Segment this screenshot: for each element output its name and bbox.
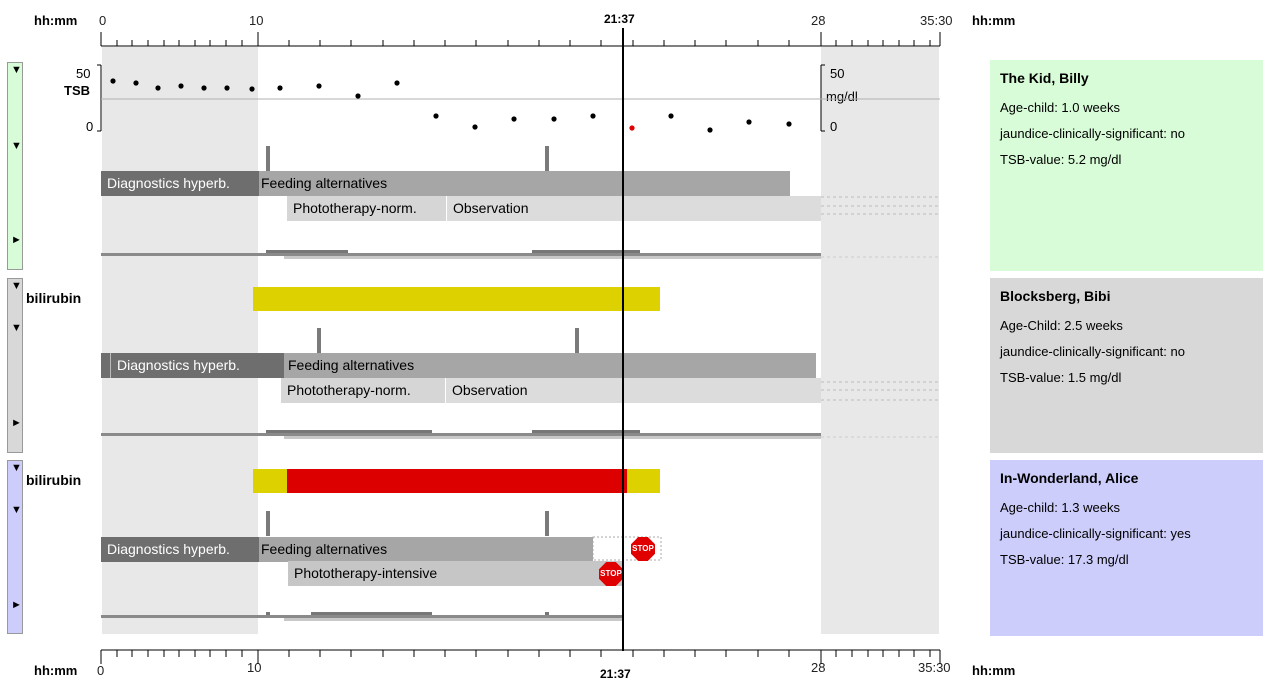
patient-name: The Kid, Billy <box>1000 70 1089 86</box>
lane1-bar-feeding[interactable]: Feeding alternatives <box>259 171 790 196</box>
tsb-right-max: 50 <box>830 66 845 81</box>
tsb-right-min: 0 <box>830 119 838 134</box>
lane2-bar-diagnostics[interactable]: Diagnostics hyperb. <box>110 353 284 378</box>
bottom-tick-28: 28 <box>811 660 826 675</box>
top-tick-3530: 35:30 <box>920 13 953 28</box>
lane1-bar-phototherapy[interactable]: Phototherapy-norm. <box>287 196 447 221</box>
collapse-triangle-icon[interactable]: ▼ <box>11 504 22 516</box>
collapse-triangle-icon[interactable]: ▼ <box>11 280 22 292</box>
lane2-bilirubin-bar[interactable] <box>253 287 660 311</box>
bottom-cursor-time: 21:37 <box>600 667 631 681</box>
patient-age: Age-child: 1.3 weeks <box>1000 500 1120 515</box>
bottom-axis-unit-right: hh:mm <box>972 663 1016 678</box>
lane-control-strip-bibi[interactable]: ▼ ▼ ► <box>7 278 23 453</box>
collapse-triangle-icon[interactable]: ▼ <box>11 140 22 152</box>
tsb-label: TSB <box>64 83 90 98</box>
lane1-bar-diagnostics[interactable]: Diagnostics hyperb. <box>101 171 259 196</box>
expand-triangle-icon[interactable]: ► <box>11 417 22 429</box>
lane3-bar-feeding[interactable]: Feeding alternatives <box>259 537 593 562</box>
top-tick-28: 28 <box>811 13 826 28</box>
patient-age: Age-Child: 2.5 weeks <box>1000 318 1123 333</box>
tsb-left-min: 0 <box>86 119 94 134</box>
top-axis-unit-right: hh:mm <box>972 13 1016 28</box>
lane3-bar-diagnostics[interactable]: Diagnostics hyperb. <box>101 537 259 562</box>
lane2-diag-start <box>101 353 110 378</box>
lane2-bar-phototherapy[interactable]: Phototherapy-norm. <box>281 378 445 403</box>
lane3-bar-phototherapy-intensive[interactable]: Phototherapy-intensive <box>288 561 624 586</box>
patient-tsb: TSB-value: 5.2 mg/dl <box>1000 152 1122 167</box>
bottom-axis-unit-left: hh:mm <box>34 663 78 678</box>
lane1-bar-observation[interactable]: Observation <box>446 196 821 221</box>
lane3-title: bilirubin <box>26 472 82 488</box>
tsb-plot <box>97 64 940 133</box>
top-cursor-time: 21:37 <box>604 12 635 26</box>
top-axis-unit-left: hh:mm <box>34 13 78 28</box>
collapse-triangle-icon[interactable]: ▼ <box>11 64 22 76</box>
patient-name: Blocksberg, Bibi <box>1000 288 1111 304</box>
patient-age: Age-child: 1.0 weeks <box>1000 100 1120 115</box>
top-tick-0: 0 <box>99 13 107 28</box>
patient-jaundice: jaundice-clinically-significant: no <box>1000 344 1185 359</box>
patient-card-alice[interactable]: In-Wonderland, Alice Age-child: 1.3 week… <box>990 460 1263 636</box>
lane-control-strip-billy[interactable]: ▼ ▼ ► <box>7 62 23 270</box>
lane2-ticks <box>101 328 940 439</box>
tsb-left-max: 50 <box>76 66 91 81</box>
patient-name: In-Wonderland, Alice <box>1000 470 1139 486</box>
lane-control-strip-alice[interactable]: ▼ ▼ ► <box>7 460 23 634</box>
lane2-bar-feeding[interactable]: Feeding alternatives <box>284 353 816 378</box>
lane2-title: bilirubin <box>26 290 82 306</box>
tsb-right-unit: mg/dl <box>826 89 858 104</box>
lane3-bilirubin-critical[interactable] <box>287 469 627 493</box>
time-cursor-line[interactable] <box>622 28 624 651</box>
shade-right <box>821 47 939 634</box>
patient-jaundice: jaundice-clinically-significant: no <box>1000 126 1185 141</box>
patient-card-bibi[interactable]: Blocksberg, Bibi Age-Child: 2.5 weeks ja… <box>990 278 1263 453</box>
stop-icon[interactable]: STOP <box>631 537 655 561</box>
bottom-tick-3530: 35:30 <box>918 660 951 675</box>
patient-tsb: TSB-value: 17.3 mg/dl <box>1000 552 1129 567</box>
patient-tsb: TSB-value: 1.5 mg/dl <box>1000 370 1122 385</box>
top-tick-10: 10 <box>249 13 264 28</box>
top-axis-ruler <box>100 32 941 47</box>
shade-left <box>102 47 258 634</box>
patient-jaundice: jaundice-clinically-significant: yes <box>1000 526 1191 541</box>
bottom-axis-ruler <box>100 649 941 664</box>
stop-icon[interactable]: STOP <box>599 562 623 586</box>
lane2-bar-observation[interactable]: Observation <box>445 378 821 403</box>
collapse-triangle-icon[interactable]: ▼ <box>11 462 22 474</box>
expand-triangle-icon[interactable]: ► <box>11 599 22 611</box>
bottom-tick-0: 0 <box>97 663 105 678</box>
lane1-ticks <box>101 146 940 259</box>
collapse-triangle-icon[interactable]: ▼ <box>11 322 22 334</box>
patient-card-billy[interactable]: The Kid, Billy Age-child: 1.0 weeks jaun… <box>990 60 1263 271</box>
expand-triangle-icon[interactable]: ► <box>11 234 22 246</box>
